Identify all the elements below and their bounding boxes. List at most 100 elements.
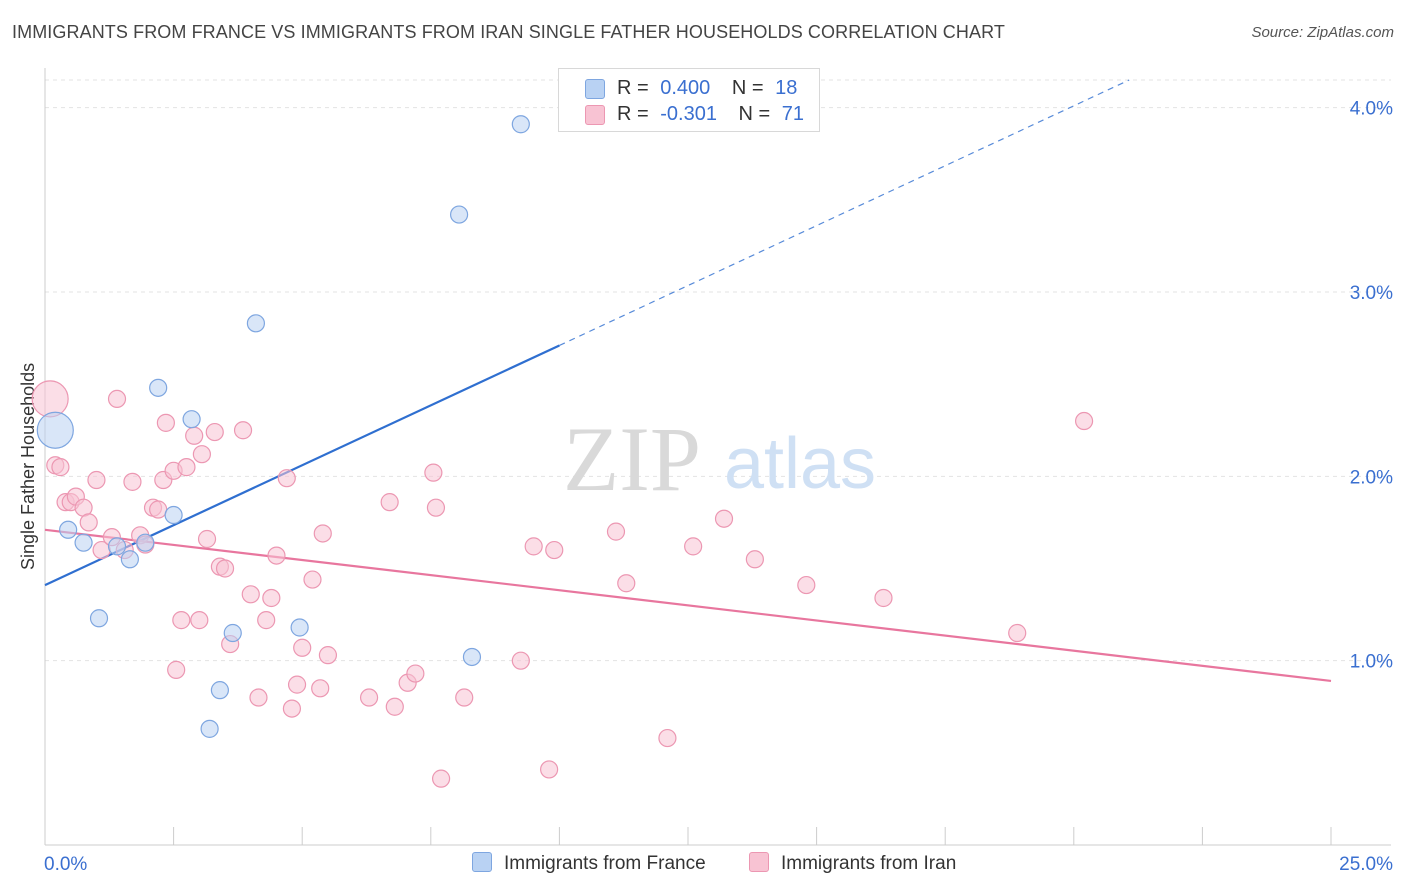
iran-point	[262, 588, 281, 608]
france-point	[182, 410, 201, 429]
france-trend-extension	[559, 79, 1130, 346]
iran-point	[797, 575, 816, 595]
france-point	[107, 537, 127, 556]
watermark-atlas: atlas	[724, 424, 876, 504]
iran-point	[545, 540, 564, 560]
iran-point	[167, 660, 186, 679]
france-point	[149, 378, 168, 397]
grid-lines	[45, 79, 1391, 662]
bottom-legend-france[interactable]: Immigrants from France	[472, 852, 706, 875]
x-tick-label: 0.0%	[44, 854, 87, 875]
watermark: ZIP atlas	[563, 408, 876, 510]
iran-trend-line	[44, 528, 1332, 683]
iran-point	[287, 675, 307, 694]
tick-labels: 1.0% 2.0% 3.0% 4.0% 0.0% 25.0%	[44, 99, 1393, 875]
iran-point	[257, 611, 276, 630]
iran-point	[617, 574, 636, 593]
iran-point	[233, 421, 253, 440]
france-point	[290, 618, 309, 637]
legend: R = 0.400 N = 18 R = -0.301 N = 71	[558, 68, 820, 132]
chart-title: IMMIGRANTS FROM FRANCE VS IMMIGRANTS FRO…	[12, 22, 1005, 42]
source-label: Source: ZipAtlas.com	[1251, 24, 1394, 41]
iran-point	[172, 611, 191, 630]
axes	[44, 68, 1391, 846]
iran-point	[606, 522, 626, 541]
iran-point	[215, 559, 235, 578]
france-point	[89, 609, 109, 628]
france-point	[200, 719, 219, 738]
iran-point	[874, 588, 893, 608]
iran-point	[249, 688, 268, 707]
iran-point	[455, 688, 474, 707]
france-point	[462, 647, 482, 667]
iran-point	[318, 646, 338, 665]
france-point	[210, 681, 229, 700]
iran-point	[311, 679, 330, 698]
iran-point	[149, 500, 168, 519]
iran-point	[511, 651, 530, 670]
iran-point	[1008, 623, 1027, 643]
iran-point	[380, 493, 399, 512]
y-tick-label: 4.0%	[1350, 99, 1393, 120]
france-point	[136, 533, 155, 552]
legend-r-value-iran: -0.301	[660, 103, 717, 125]
iran-point	[303, 570, 322, 589]
legend-swatch-france	[585, 79, 605, 99]
iran-point	[156, 413, 175, 432]
data-points	[31, 115, 1094, 788]
y-tick-label: 3.0%	[1350, 283, 1393, 304]
iran-point	[241, 585, 260, 604]
iran-point	[192, 445, 211, 464]
iran-point	[359, 688, 379, 707]
iran-point	[79, 513, 98, 532]
france-point	[223, 623, 242, 643]
y-tick-label: 2.0%	[1350, 467, 1393, 488]
legend-n-label-iran: N =	[738, 103, 771, 125]
iran-point	[385, 697, 404, 716]
x-tick-label: 25.0%	[1339, 854, 1393, 875]
iran-point	[205, 422, 224, 442]
bottom-legend-label-france: Immigrants from France	[504, 853, 706, 874]
iran-point	[406, 664, 425, 683]
france-point	[74, 533, 93, 552]
iran-point	[31, 380, 69, 418]
iran-point	[277, 469, 296, 488]
iran-point	[177, 458, 196, 477]
iran-point	[524, 537, 543, 556]
iran-point	[540, 760, 559, 779]
france-point	[164, 505, 183, 525]
bottom-legend-swatch-iran	[749, 852, 769, 872]
legend-n-label-france: N =	[731, 77, 764, 99]
iran-point	[313, 524, 332, 543]
iran-point	[123, 472, 142, 491]
france-point	[449, 205, 469, 224]
watermark-zip: ZIP	[563, 408, 701, 510]
iran-point	[107, 389, 127, 409]
iran-point	[185, 426, 204, 445]
iran-point	[87, 470, 106, 490]
iran-point	[424, 463, 443, 482]
legend-swatch-iran	[585, 105, 605, 125]
iran-point	[197, 529, 217, 549]
iran-point	[51, 458, 70, 477]
legend-r-label-iran: R =	[617, 103, 649, 125]
bottom-legend-label-iran: Immigrants from Iran	[781, 853, 957, 874]
iran-point	[431, 769, 451, 788]
iran-point	[293, 638, 312, 657]
france-point	[511, 115, 530, 134]
iran-point	[658, 728, 677, 748]
france-point	[246, 314, 266, 333]
iran-point	[1074, 411, 1094, 431]
iran-point	[267, 546, 286, 565]
iran-point	[282, 699, 302, 718]
legend-r-label-france: R =	[617, 77, 649, 99]
legend-n-value-france: 18	[775, 77, 798, 99]
france-point	[120, 550, 139, 569]
france-point	[59, 520, 78, 539]
legend-n-value-iran: 71	[781, 103, 805, 125]
iran-point	[684, 537, 703, 556]
iran-point	[426, 498, 446, 517]
france-point	[36, 411, 74, 449]
bottom-legend-iran[interactable]: Immigrants from Iran	[749, 852, 956, 875]
